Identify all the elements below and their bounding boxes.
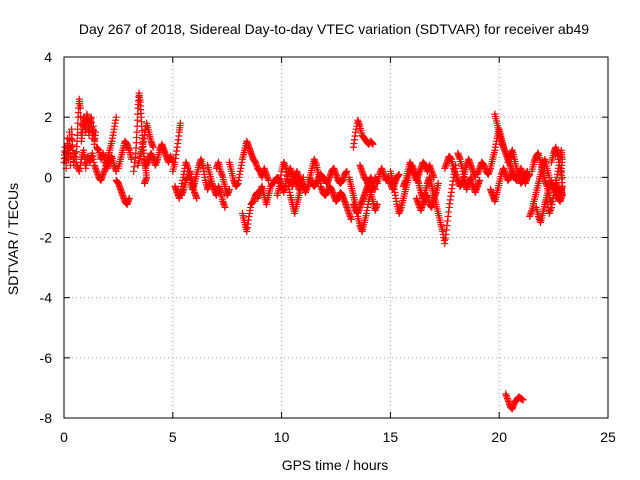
- grid: [64, 57, 608, 418]
- x-axis-label: GPS time / hours: [282, 457, 389, 473]
- data-point: [193, 194, 201, 202]
- x-tick-label: 0: [60, 429, 68, 445]
- data-point: [508, 167, 516, 175]
- data-point: [76, 104, 84, 112]
- data-point: [347, 215, 355, 223]
- data-point: [125, 194, 133, 202]
- x-tick-label: 5: [169, 429, 177, 445]
- axis-ticks: 0 5 10 15 20 25 -8 -6 -4 -2 0 2 4: [40, 49, 616, 445]
- data-point: [71, 149, 79, 157]
- data-point: [92, 128, 100, 136]
- y-tick-label: 4: [44, 49, 52, 65]
- y-tick-label: -2: [40, 230, 53, 246]
- x-tick-label: 15: [383, 429, 399, 445]
- data-points: [60, 89, 566, 413]
- data-point: [558, 173, 566, 181]
- data-point: [221, 203, 229, 211]
- data-point: [133, 128, 141, 136]
- y-axis-label: SDTVAR / TECUs: [5, 183, 21, 295]
- y-tick-label: 0: [44, 169, 52, 185]
- y-tick-label: 2: [44, 109, 52, 125]
- y-tick-label: -6: [40, 350, 53, 366]
- data-point: [141, 179, 149, 187]
- data-point: [476, 176, 484, 184]
- chart-title: Day 267 of 2018, Sidereal Day-to-day VTE…: [79, 21, 589, 37]
- data-point: [434, 179, 442, 187]
- data-point: [519, 396, 527, 404]
- data-point: [65, 149, 73, 157]
- y-tick-label: -4: [40, 290, 53, 306]
- y-tick-label: -8: [40, 410, 53, 426]
- data-point: [225, 185, 233, 193]
- data-point: [112, 113, 120, 121]
- x-tick-label: 25: [600, 429, 616, 445]
- data-point: [343, 167, 351, 175]
- data-point: [149, 143, 157, 151]
- data-point: [133, 116, 141, 124]
- data-point: [127, 155, 135, 163]
- data-point: [373, 200, 381, 208]
- data-point: [395, 170, 403, 178]
- data-point: [176, 119, 184, 127]
- data-point: [369, 140, 377, 148]
- data-point: [500, 143, 508, 151]
- data-point: [265, 176, 273, 184]
- x-tick-label: 10: [274, 429, 290, 445]
- data-point: [134, 110, 142, 118]
- data-point: [557, 185, 565, 193]
- x-tick-label: 20: [491, 429, 507, 445]
